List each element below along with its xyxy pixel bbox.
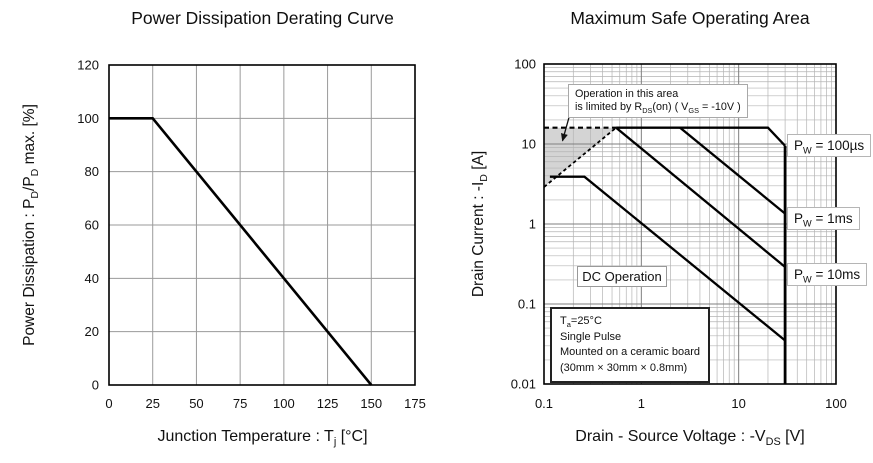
soa-x-axis-label: Drain - Source Voltage : -VDS [V]: [575, 428, 805, 449]
y-tick-label: 0: [92, 378, 99, 393]
derating-y-axis-label: Power Dissipation : PD/PD max. [%]: [21, 104, 42, 346]
y-tick-label: 60: [85, 218, 99, 233]
rdson-note-line1: Operation in this area: [575, 88, 679, 100]
rdson-operation-note-box: Operation in this area is limited by RDS…: [568, 84, 748, 119]
y-tick-label: 0.01: [511, 377, 536, 392]
x-tick-label: 150: [360, 396, 382, 411]
subscript: DS: [642, 106, 653, 116]
y-tick-label: 0.1: [518, 297, 536, 312]
subscript: D: [29, 168, 42, 177]
subscript: D: [29, 190, 42, 199]
x-tick-label: 175: [404, 396, 426, 411]
curve-pw-10ms: [615, 126, 786, 268]
derating-x-axis-label: Junction Temperature : Tj [°C]: [157, 428, 368, 449]
x-tick-label: 10: [731, 396, 745, 411]
y-tick-label: 100: [514, 57, 536, 72]
y-tick-label: 20: [85, 324, 99, 339]
x-tick-label: 1: [638, 396, 645, 411]
condition-ambient-temp: Ta=25°C: [560, 315, 602, 330]
pw-10ms-curve-label: PW = 10ms: [787, 263, 868, 286]
subscript: GS: [688, 106, 699, 116]
x-tick-label: 100: [825, 396, 847, 411]
pw-100us-curve-label: PW = 100µs: [787, 134, 872, 157]
condition-single-pulse: Single Pulse: [560, 330, 622, 343]
curve-dc-operation: [549, 175, 786, 342]
y-tick-label: 100: [77, 111, 99, 126]
x-tick-label: 100: [273, 396, 295, 411]
subscript: D: [478, 174, 491, 182]
soa-chart-title: Maximum Safe Operating Area: [570, 8, 810, 28]
subscript: W: [803, 145, 812, 156]
x-tick-label: 0.1: [535, 396, 553, 411]
subscript: W: [803, 218, 812, 229]
condition-board-size: (30mm × 30mm × 0.8mm): [560, 361, 688, 374]
y-tick-label: 1: [529, 217, 536, 232]
curve-pw-1ms: [679, 126, 786, 215]
y-tick-label: 40: [85, 271, 99, 286]
y-tick-label: 80: [85, 164, 99, 179]
pw-1ms-curve-label: PW = 1ms: [787, 207, 860, 230]
subscript: a: [566, 320, 571, 330]
x-tick-label: 50: [189, 396, 203, 411]
subscript: j: [333, 436, 337, 449]
condition-mounting: Mounted on a ceramic board: [560, 346, 701, 359]
x-tick-label: 0: [105, 396, 112, 411]
derating-chart-title: Power Dissipation Derating Curve: [131, 8, 394, 28]
test-conditions-box: Ta=25°C Single Pulse Mounted on a cerami…: [550, 307, 711, 384]
subscript: DS: [765, 436, 781, 449]
x-tick-label: 25: [145, 396, 159, 411]
x-tick-label: 75: [233, 396, 247, 411]
y-tick-label: 10: [522, 137, 536, 152]
plot-frame: [108, 64, 416, 386]
curve-derating-curve: [109, 117, 373, 386]
subscript: W: [803, 274, 812, 285]
y-tick-label: 120: [77, 58, 99, 73]
soa-y-axis-label: Drain Current : -ID [A]: [470, 150, 491, 298]
x-tick-label: 125: [317, 396, 339, 411]
dc-operation-label: DC Operation: [577, 266, 667, 287]
curve-pw-100us: [616, 126, 786, 147]
rdson-note-line2: is limited by RDS(on) ( VGS = -10V ): [575, 101, 741, 116]
